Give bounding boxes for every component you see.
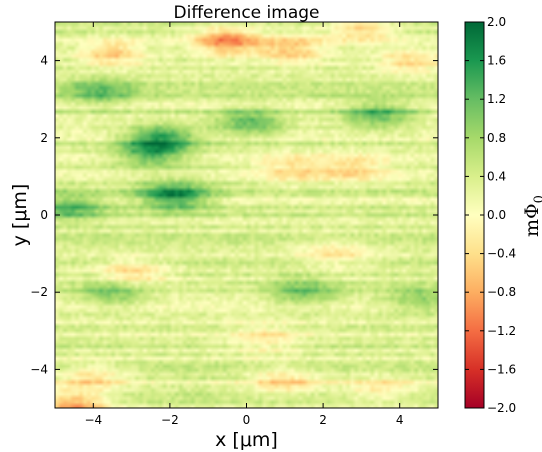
colorbar-tick-label: −1.6 (487, 362, 516, 376)
heatmap-image (55, 22, 438, 408)
y-tick-label: 4 (40, 54, 48, 68)
y-tick-label: −2 (30, 285, 48, 299)
colorbar (465, 22, 484, 408)
heatmap-raster (55, 22, 438, 408)
x-tick-label: −2 (161, 413, 179, 427)
y-tick-label: 0 (40, 208, 48, 222)
y-axis-ticks: −4 −2 0 2 4 (30, 54, 438, 376)
colorbar-tick-label: 0.0 (487, 208, 506, 222)
x-axis-label: x [μm] (215, 429, 278, 451)
chart-title: Difference image (174, 3, 320, 23)
colorbar-tick-label: −2.0 (487, 401, 516, 415)
x-axis-ticks: −4 −2 0 2 4 (84, 22, 404, 427)
colorbar-tick-label: 2.0 (487, 15, 506, 29)
colorbar-tick-label: 1.2 (487, 92, 506, 106)
colorbar-tick-label: −0.8 (487, 285, 516, 299)
colorbar-label: mΦ0 (521, 195, 542, 237)
colorbar-tick-label: −1.2 (487, 324, 516, 338)
colorbar-tick-label: 0.4 (487, 169, 506, 183)
colorbar-tick-label: −0.4 (487, 247, 516, 261)
colorbar-tick-label: 1.6 (487, 54, 506, 68)
colorbar-tick-label: 0.8 (487, 131, 506, 145)
y-tick-label: −4 (30, 362, 48, 376)
colorbar-ticks: 2.0 1.6 1.2 0.8 0.4 0.0 −0.4 −0.8 −1.2 −1.6 −2.0 (465, 15, 516, 415)
x-tick-label: 4 (396, 413, 404, 427)
x-tick-label: −4 (84, 413, 102, 427)
y-tick-label: 2 (40, 131, 48, 145)
x-tick-label: 2 (319, 413, 327, 427)
x-tick-label: 0 (243, 413, 251, 427)
y-axis-label: y [μm] (9, 184, 31, 247)
